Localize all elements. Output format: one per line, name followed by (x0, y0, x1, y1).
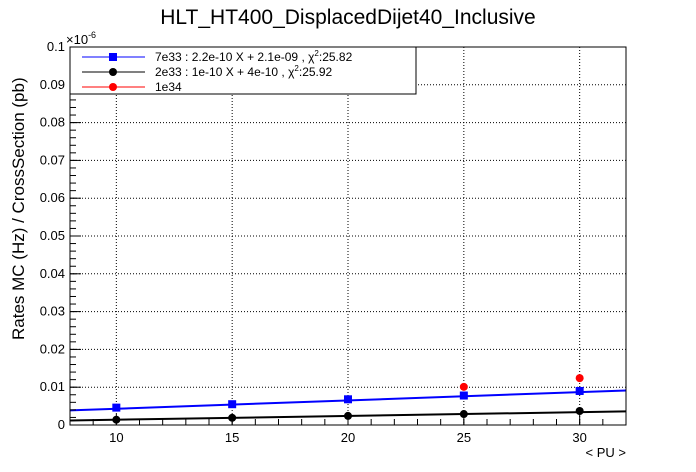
legend-marker (109, 53, 117, 61)
legend-chi-power: 2 (314, 49, 319, 58)
legend-chi-value: :25.82 (319, 50, 353, 64)
grid (70, 47, 626, 425)
data-point (575, 386, 584, 395)
data-point (459, 382, 468, 391)
legend-chi-power: 2 (294, 64, 299, 73)
legend-entries: 7e33 : 2.2e-10 X + 2.1e-09 , χ2:25.822e3… (82, 49, 353, 94)
y-tick-label: 0.06 (40, 190, 65, 205)
y-tick-label: 0.09 (40, 77, 65, 92)
legend-label: 7e33 : 2.2e-10 X + 2.1e-09 , χ2:25.82 (155, 49, 353, 64)
legend-label-text: 1e34 (155, 80, 182, 94)
legend-box (69, 46, 417, 95)
legend: 7e33 : 2.2e-10 X + 2.1e-09 , χ2:25.822e3… (69, 46, 417, 95)
y-tick-label: 0.08 (40, 115, 65, 130)
y-tick-label: 0.03 (40, 304, 65, 319)
x-tick-label: 25 (457, 430, 471, 445)
legend-label-text: 2e33 : 1e-10 X + 4e-10 , χ (155, 65, 295, 79)
data-point (344, 395, 352, 404)
y-exponent-power: -6 (88, 30, 96, 40)
legend-marker (109, 68, 117, 76)
x-tick-label: 15 (225, 430, 239, 445)
data-point (112, 403, 121, 412)
y-tick-label: 0.02 (40, 341, 65, 356)
chart-title: HLT_HT400_DisplacedDijet40_Inclusive (160, 6, 535, 29)
legend-label: 1e34 (155, 80, 182, 94)
x-tick-label: 20 (341, 430, 355, 445)
y-tick-label: 0.1 (47, 39, 65, 54)
axes: 0 0.01 0.02 0.03 0.04 0.05 0.06 0.07 0.08 0.09 0.1… (40, 39, 627, 445)
x-tick-label: 10 (109, 430, 123, 445)
data-point (575, 374, 584, 383)
x-tick-label: 30 (572, 430, 586, 445)
y-axis-label: Rates MC (Hz) / CrossSection (pb) (9, 77, 28, 340)
y-exponent-label: ×10-6 (66, 30, 96, 47)
data-point (459, 391, 468, 400)
x-axis-label: < PU > (586, 445, 626, 460)
data-point (575, 407, 584, 416)
y-exponent-base: ×10 (66, 32, 88, 47)
data-point (228, 400, 237, 409)
y-tick-label: 0 (58, 417, 65, 432)
y-tick-label: 0.05 (40, 228, 65, 243)
legend-chi-value: :25.92 (299, 65, 333, 79)
y-tick-label: 0.04 (40, 266, 65, 281)
legend-label-text: 7e33 : 2.2e-10 X + 2.1e-09 , χ (155, 50, 315, 64)
y-tick-label: 0.07 (40, 152, 65, 167)
y-tick-label: 0.01 (40, 379, 65, 394)
legend-marker (109, 83, 117, 91)
legend-label: 2e33 : 1e-10 X + 4e-10 , χ2:25.92 (155, 64, 333, 79)
